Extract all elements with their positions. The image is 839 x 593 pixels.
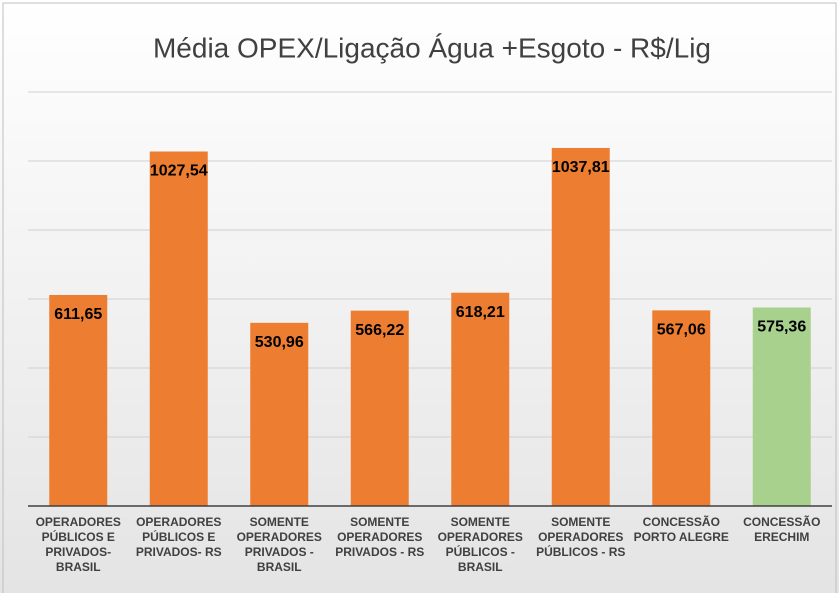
data-label: 1027,54 [150, 163, 208, 180]
x-tick-label: CONCESSÃO ERECHIM [743, 515, 821, 544]
x-tick-label: SOMENTE OPERADORES PRIVADOS - RS [335, 515, 425, 559]
bar [551, 147, 610, 506]
x-tick-label: CONCESSÃO PORTO ALEGRE [633, 515, 729, 544]
bar [149, 151, 208, 506]
bar [250, 322, 309, 506]
bar [49, 294, 108, 506]
x-tick-label: OPERADORES PÚBLICOS E PRIVADOS- BRASIL [35, 515, 121, 574]
data-label: 1037,81 [552, 159, 610, 176]
x-tick-label: SOMENTE OPERADORES PÚBLICOS - BRASIL [437, 515, 523, 574]
bar [752, 307, 811, 506]
bar [350, 310, 409, 506]
bar [652, 310, 711, 506]
x-tick-label: SOMENTE OPERADORES PÚBLICOS - RS [536, 515, 626, 559]
data-label: 618,21 [456, 304, 505, 321]
data-label: 530,96 [255, 334, 304, 351]
chart-title: Média OPEX/Ligação Água +Esgoto - R$/Lig [153, 32, 711, 63]
x-tick-label: SOMENTE OPERADORES PRIVADOS - BRASIL [236, 515, 322, 574]
bar [451, 292, 510, 506]
data-label: 575,36 [757, 319, 806, 336]
data-label: 611,65 [54, 306, 102, 323]
data-label: 566,22 [355, 322, 404, 339]
data-label: 567,06 [657, 322, 706, 339]
x-tick-label: OPERADORES PÚBLICOS E PRIVADOS- RS [135, 515, 222, 559]
